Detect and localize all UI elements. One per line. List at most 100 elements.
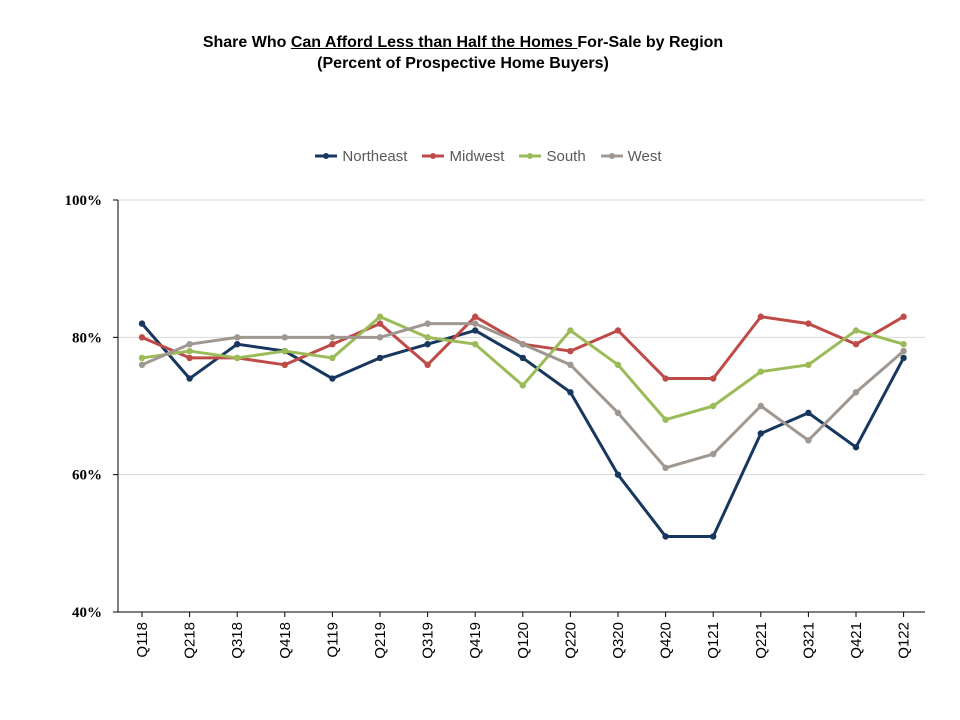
data-point-west <box>472 320 479 327</box>
data-point-west <box>519 341 526 348</box>
data-point-west <box>662 464 669 471</box>
x-tick-label: Q319 <box>420 622 437 659</box>
chart-subtitle: (Percent of Prospective Home Buyers) <box>317 55 609 72</box>
data-point-midwest <box>662 375 669 382</box>
series-northeast <box>138 320 907 540</box>
legend-item-south: South <box>518 147 586 165</box>
x-tick-label: Q118 <box>134 622 151 658</box>
data-point-west <box>852 389 860 396</box>
x-tick-label: Q221 <box>753 622 770 659</box>
data-point-west <box>138 361 146 368</box>
y-tick-label: 40% <box>72 605 102 621</box>
legend-item-midwest: Midwest <box>421 147 504 165</box>
data-point-south <box>138 354 146 362</box>
data-point-northeast <box>662 533 669 540</box>
data-point-midwest <box>329 341 336 348</box>
x-tick-label: Q419 <box>467 622 484 659</box>
data-point-northeast <box>424 341 431 348</box>
data-point-northeast <box>900 354 907 362</box>
data-point-west <box>376 334 384 341</box>
chart-title: Share Who Can Afford Less than Half the … <box>0 32 926 74</box>
y-axis-ticks: 40% 60% 80% 100% <box>65 193 118 621</box>
title-line: Share Who Can Afford Less than Half the … <box>0 32 926 53</box>
data-point-south <box>900 341 907 348</box>
data-point-west <box>614 409 622 417</box>
series-group <box>138 313 907 540</box>
data-point-midwest <box>138 334 146 341</box>
data-point-midwest <box>567 347 574 355</box>
data-point-south <box>852 327 860 334</box>
title-part-1: Can Afford Less than Half the Homes <box>290 34 578 51</box>
data-point-northeast <box>186 375 193 382</box>
x-tick-label: Q218 <box>182 622 199 659</box>
data-point-west <box>186 341 193 348</box>
title-part-2: For-Sale by Region <box>577 34 724 51</box>
data-point-northeast <box>329 375 336 382</box>
legend: Northeast Midwest South West <box>0 147 960 165</box>
axes <box>117 200 925 613</box>
data-point-northeast <box>519 354 526 362</box>
data-point-south <box>424 334 431 341</box>
data-point-midwest <box>710 375 717 382</box>
data-point-midwest <box>805 320 812 327</box>
x-tick-label: Q421 <box>848 622 865 659</box>
data-point-south <box>472 341 479 348</box>
data-point-west <box>329 334 336 341</box>
data-point-northeast <box>234 341 241 348</box>
legend-label-south: South <box>546 147 586 165</box>
data-point-northeast <box>567 389 574 396</box>
series-south <box>138 313 907 423</box>
data-point-midwest <box>852 341 860 348</box>
data-point-northeast <box>138 320 146 327</box>
legend-swatch-west <box>600 153 623 159</box>
data-point-west <box>281 334 288 341</box>
x-tick-label: Q120 <box>515 622 532 659</box>
data-point-midwest <box>472 313 479 320</box>
legend-swatch-midwest <box>422 153 445 159</box>
legend-swatch-northeast <box>315 153 338 159</box>
y-tick-label: 60% <box>72 468 102 484</box>
title-part-0: Share Who <box>202 34 291 51</box>
x-tick-label: Q320 <box>610 622 627 659</box>
legend-label-midwest: Midwest <box>449 147 505 165</box>
legend-label-west: West <box>627 147 662 165</box>
data-point-south <box>567 327 574 334</box>
x-tick-label: Q119 <box>324 622 341 658</box>
data-point-south <box>757 368 764 375</box>
data-point-south <box>186 347 193 355</box>
series-west <box>138 320 907 471</box>
data-point-midwest <box>614 327 622 334</box>
y-tick-label: 80% <box>72 330 102 346</box>
x-tick-label: Q321 <box>800 622 817 659</box>
data-point-west <box>805 437 812 444</box>
data-point-northeast <box>757 430 764 437</box>
series-line-south <box>141 315 905 422</box>
x-tick-label: Q418 <box>277 622 294 659</box>
data-point-midwest <box>757 313 764 320</box>
data-point-northeast <box>614 471 622 478</box>
data-point-northeast <box>852 444 860 451</box>
data-point-south <box>710 402 717 410</box>
x-tick-label: Q220 <box>562 622 579 659</box>
data-point-west <box>900 347 907 355</box>
data-point-south <box>662 416 669 423</box>
data-point-northeast <box>376 354 384 362</box>
legend-label-northeast: Northeast <box>342 147 408 165</box>
x-tick-label: Q121 <box>705 622 722 659</box>
data-point-west <box>234 334 241 341</box>
data-point-west <box>757 402 764 410</box>
data-point-west <box>710 450 717 458</box>
data-point-south <box>805 361 812 368</box>
data-point-south <box>234 354 241 362</box>
data-point-midwest <box>186 354 193 362</box>
data-point-northeast <box>472 327 479 334</box>
data-point-south <box>519 382 526 389</box>
data-point-northeast <box>805 409 812 417</box>
legend-swatch-south <box>519 153 542 159</box>
data-point-west <box>567 361 574 368</box>
x-tick-label: Q219 <box>372 622 389 659</box>
x-tick-label: Q318 <box>229 622 246 659</box>
data-point-midwest <box>281 361 288 368</box>
data-point-midwest <box>900 313 907 320</box>
